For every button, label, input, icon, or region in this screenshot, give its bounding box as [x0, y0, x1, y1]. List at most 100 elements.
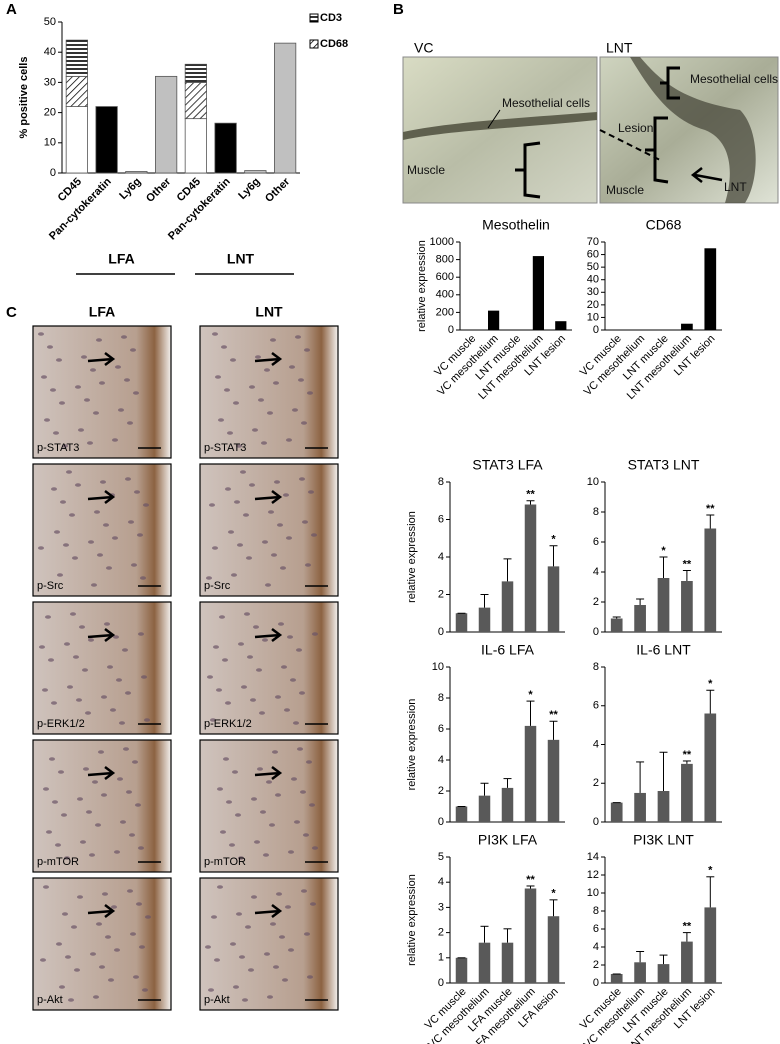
column-title: LNT	[255, 304, 283, 320]
nucleus	[230, 358, 236, 362]
nucleus	[133, 391, 139, 395]
nucleus	[110, 708, 116, 712]
nucleus	[56, 358, 62, 362]
annotation: Lesion	[618, 121, 653, 135]
nucleus	[280, 566, 286, 570]
y-tick-label: 2	[438, 785, 444, 797]
nucleus	[252, 428, 258, 432]
nucleus	[247, 655, 253, 659]
nucleus	[115, 365, 121, 369]
nucleus	[278, 622, 284, 626]
nucleus	[253, 625, 259, 629]
micrograph-title: VC	[414, 40, 433, 56]
nucleus	[260, 810, 266, 814]
nucleus	[104, 622, 110, 626]
bar	[478, 942, 491, 983]
nucleus	[295, 335, 301, 339]
nucleus	[43, 787, 49, 791]
nucleus	[279, 935, 285, 939]
bar-segment	[65, 39, 88, 77]
y-tick-label: 200	[436, 306, 454, 318]
y-tick-label: 6	[593, 536, 599, 548]
bar	[634, 962, 646, 983]
nucleus	[113, 635, 119, 639]
nucleus	[297, 747, 303, 751]
nucleus	[211, 915, 217, 919]
nucleus	[74, 968, 80, 972]
bar	[501, 787, 514, 822]
micrograph	[199, 463, 339, 597]
nucleus	[308, 490, 314, 494]
nucleus	[75, 385, 81, 389]
bar	[524, 504, 537, 632]
nucleus	[310, 902, 316, 906]
y-tick-label: 1000	[430, 236, 454, 248]
panel-label: A	[6, 1, 17, 18]
nucleus	[131, 563, 137, 567]
nucleus	[133, 975, 139, 979]
significance: **	[683, 749, 692, 761]
nucleus	[51, 487, 57, 491]
nucleus	[129, 833, 135, 837]
nucleus	[94, 510, 100, 514]
nucleus	[231, 573, 237, 577]
arrow	[487, 109, 501, 129]
y-tick-label: 6	[438, 723, 444, 735]
nucleus	[307, 391, 313, 395]
nucleus	[145, 915, 151, 919]
arrow	[254, 490, 283, 504]
bar	[524, 888, 537, 983]
dashed-line	[599, 129, 661, 161]
nucleus	[304, 932, 310, 936]
y-axis-label: relative expression	[406, 699, 418, 791]
nucleus	[39, 645, 45, 649]
nucleus	[143, 503, 149, 507]
nucleus	[223, 757, 229, 761]
annotation: Mesothelial cells	[502, 96, 590, 110]
x-tick-label: Ly6g	[117, 176, 143, 202]
bar	[455, 806, 468, 822]
bracket	[645, 116, 669, 184]
nucleus	[65, 955, 71, 959]
nucleus	[239, 955, 245, 959]
nucleus	[48, 658, 54, 662]
nucleus	[132, 760, 138, 764]
y-tick-label: 0	[593, 977, 599, 989]
nucleus	[236, 444, 242, 448]
nucleus	[77, 895, 83, 899]
arrow	[690, 167, 723, 183]
nucleus	[59, 401, 65, 405]
stain-label: p-STAT3	[37, 442, 79, 454]
bar	[455, 613, 468, 632]
nucleus	[275, 793, 281, 797]
nucleus	[123, 747, 129, 751]
nucleus	[216, 688, 222, 692]
significance: **	[549, 709, 558, 721]
annotation: Muscle	[606, 183, 644, 197]
y-tick-label: 8	[438, 692, 444, 704]
significance: *	[708, 678, 713, 690]
nucleus	[98, 750, 104, 754]
significance: **	[526, 489, 535, 501]
y-tick-label: 50	[587, 261, 599, 273]
y-tick-label: 30	[587, 286, 599, 298]
bar	[704, 713, 717, 822]
bar	[274, 42, 297, 174]
nucleus	[51, 701, 57, 705]
nucleus	[243, 513, 249, 517]
nucleus	[117, 777, 123, 781]
nucleus	[251, 797, 257, 801]
bar	[95, 106, 118, 174]
y-tick-label: 6	[593, 700, 599, 712]
nucleus	[225, 701, 231, 705]
nucleus	[263, 853, 269, 857]
nucleus	[294, 820, 300, 824]
bar	[125, 171, 148, 174]
nucleus	[267, 995, 273, 999]
nucleus	[212, 546, 218, 550]
nucleus	[221, 345, 227, 349]
nucleus	[128, 520, 134, 524]
nucleus	[255, 355, 261, 359]
nucleus	[75, 483, 81, 487]
